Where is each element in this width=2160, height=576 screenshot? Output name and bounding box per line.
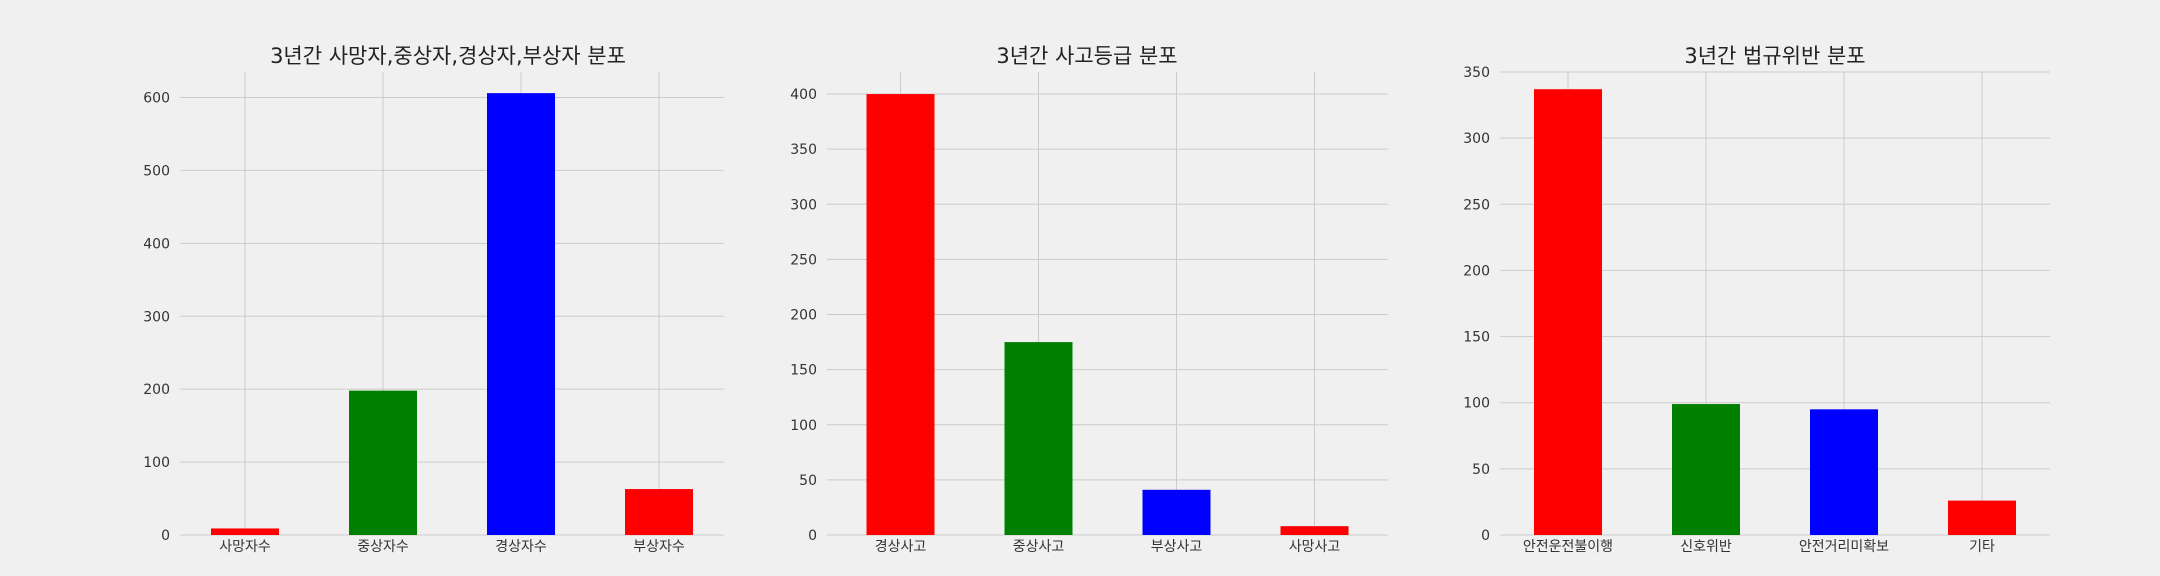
x-tick-label: 부상자수 xyxy=(633,539,685,555)
x-tick-label: 중상자수 xyxy=(357,539,409,555)
y-tick-label: 100 xyxy=(143,455,170,471)
y-tick-label: 100 xyxy=(1463,396,1490,412)
x-tick-label: 사망자수 xyxy=(219,539,271,555)
bar-경상자수 xyxy=(487,93,555,535)
y-tick-label: 200 xyxy=(1463,263,1490,279)
y-tick-label: 300 xyxy=(1463,131,1490,147)
x-tick-label: 중상사고 xyxy=(1013,539,1065,555)
y-tick-label: 0 xyxy=(161,528,170,544)
x-tick-label: 안전거리미확보 xyxy=(1799,539,1889,555)
bar-기타 xyxy=(1948,500,2016,535)
y-tick-label: 400 xyxy=(790,87,817,103)
y-tick-label: 200 xyxy=(790,308,817,324)
y-tick-label: 250 xyxy=(790,252,817,268)
y-tick-label: 200 xyxy=(143,382,170,398)
y-tick-label: 0 xyxy=(1481,528,1490,544)
bar-안전거리미확보 xyxy=(1810,409,1878,535)
y-tick-label: 50 xyxy=(1472,462,1490,478)
x-tick-label: 안전운전불이행 xyxy=(1523,539,1613,555)
grid xyxy=(180,72,724,536)
y-tick-label: 600 xyxy=(143,91,170,107)
x-tick-label: 신호위반 xyxy=(1680,539,1732,555)
y-tick-label: 350 xyxy=(790,142,817,158)
y-tick-label: 250 xyxy=(1463,197,1490,213)
y-tick-label: 100 xyxy=(790,418,817,434)
y-tick-label: 300 xyxy=(790,197,817,213)
x-tick-label: 경상자수 xyxy=(495,539,547,555)
y-tick-label: 0 xyxy=(808,528,817,544)
chart-panel-violations: 3년간 법규위반 분포 0 50 100 150 200 250 300 350 안전운전불이행… xyxy=(1463,44,2050,555)
bar-안전운전불이행 xyxy=(1534,89,1602,535)
bar-사망자수 xyxy=(211,528,279,535)
y-tick-label: 50 xyxy=(799,473,817,489)
bar-중상사고 xyxy=(1004,342,1073,535)
chart-title: 3년간 사망자,중상자,경상자,부상자 분포 xyxy=(270,44,626,68)
bar-중상자수 xyxy=(349,390,417,535)
y-tick-label: 150 xyxy=(1463,330,1490,346)
x-tick-label: 사망사고 xyxy=(1289,539,1341,555)
y-tick-label: 350 xyxy=(1463,65,1490,81)
y-tick-label: 150 xyxy=(790,363,817,379)
bar-신호위반 xyxy=(1672,404,1740,535)
y-tick-label: 400 xyxy=(143,236,170,252)
y-tick-label: 300 xyxy=(143,309,170,325)
bar-부상사고 xyxy=(1142,489,1211,535)
bar-부상자수 xyxy=(625,489,693,535)
y-tick-label: 500 xyxy=(143,163,170,179)
chart-panel-accident-grade: 3년간 사고등급 분포 0 50 100 150 200 250 300 350 400 경상사고… xyxy=(790,44,1388,555)
chart-panel-casualties: 3년간 사망자,중상자,경상자,부상자 분포 0 100 200 300 400 500 6… xyxy=(143,44,724,555)
chart-title: 3년간 법규위반 분포 xyxy=(1684,44,1865,68)
chart-title: 3년간 사고등급 분포 xyxy=(996,44,1177,68)
x-tick-label: 부상사고 xyxy=(1151,539,1203,555)
x-tick-label: 기타 xyxy=(1969,539,1995,555)
x-tick-label: 경상사고 xyxy=(875,539,927,555)
bar-사망사고 xyxy=(1280,526,1349,535)
bar-경상사고 xyxy=(866,94,935,536)
